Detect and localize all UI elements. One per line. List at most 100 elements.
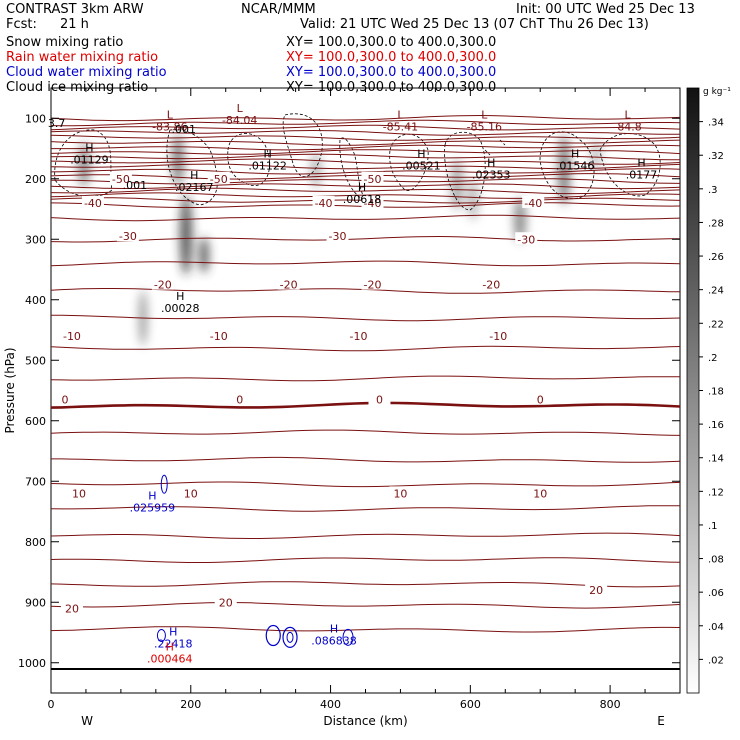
colorbar xyxy=(686,87,700,694)
east-label: E xyxy=(657,714,665,728)
isotherm-label: -40 xyxy=(364,197,382,210)
isotherm-label: 0 xyxy=(537,394,544,407)
isotherm-label: 0 xyxy=(61,394,68,407)
y-tick-label: 600 xyxy=(25,415,46,428)
isotherm-label-bg xyxy=(529,486,552,499)
isotherm-label-bg xyxy=(487,329,510,342)
isotherm-label: -30 xyxy=(517,233,535,246)
y-tick-label: 1000 xyxy=(18,657,46,670)
isotherm-label-bg xyxy=(277,277,300,290)
x-tick-label: 800 xyxy=(600,698,621,711)
y-tick-label: 800 xyxy=(25,536,46,549)
y-tick-label: 400 xyxy=(25,294,46,307)
isotherm-label: 10 xyxy=(72,487,86,500)
extremum-marker: H xyxy=(358,181,366,194)
isotherm-label: 20 xyxy=(219,596,233,609)
isotherm-label-bg xyxy=(522,195,545,208)
isotherm-label-bg xyxy=(529,392,552,405)
isotherm-label-bg xyxy=(326,229,349,242)
cloud-ice-contours xyxy=(54,113,661,211)
field-name: Snow mixing ratio xyxy=(6,35,124,50)
extremum-value: .02353 xyxy=(472,169,511,182)
isotherm-label: 10 xyxy=(533,487,547,500)
isotherm-label-bg xyxy=(368,392,391,405)
extremum-value: -85.16 xyxy=(467,120,502,133)
isotherm-label: -50 xyxy=(210,173,228,186)
y-tick-label: 900 xyxy=(25,596,46,609)
x-tick-label: 200 xyxy=(180,698,201,711)
contour-label: .001 xyxy=(123,179,148,192)
isotherm-label-bg xyxy=(480,277,503,290)
isotherm-label-bg xyxy=(207,329,230,342)
product-title: CONTRAST 3km ARW xyxy=(6,2,144,17)
init-time: Init: 00 UTC Wed 25 Dec 13 xyxy=(516,2,695,17)
colorbar-tick-label: .24 xyxy=(708,286,724,297)
isotherm-label-bg xyxy=(60,601,83,614)
extremum-value: .00028 xyxy=(161,302,200,315)
isotherm-label: -20 xyxy=(482,279,500,292)
extremum-marker: H xyxy=(571,148,579,161)
colorbar-tick-label: .3 xyxy=(708,185,718,196)
extremum-value: .00618 xyxy=(343,193,382,206)
isotherm-label: -50 xyxy=(364,173,382,186)
extremum-value: .22418 xyxy=(154,638,193,651)
extremum-value: .025959 xyxy=(130,501,176,514)
isotherm-label: 20 xyxy=(65,602,79,615)
extremum-marker: L xyxy=(397,108,404,121)
isotherm-label: 10 xyxy=(393,487,407,500)
extremum-value: .01122 xyxy=(248,160,287,173)
field-xy: XY= 100.0,300.0 to 400.0,300.0 xyxy=(286,50,497,65)
isotherm-label: -20 xyxy=(364,279,382,292)
isotherm-label: -30 xyxy=(329,230,347,243)
isotherm-label: -20 xyxy=(154,279,172,292)
colorbar-tick-label: .12 xyxy=(708,487,724,498)
isotherm-label: -20 xyxy=(280,279,298,292)
isotherm-label-bg xyxy=(361,195,384,208)
y-tick-label: 100 xyxy=(25,112,46,125)
extremum-marker: H xyxy=(169,626,177,639)
valid-time: Valid: 21 UTC Wed 25 Dec 13 (07 ChT Thu … xyxy=(300,17,649,32)
isotherm-label: -10 xyxy=(63,330,81,343)
temperature-isotherms xyxy=(50,114,681,633)
isotherm-label-bg xyxy=(60,329,83,342)
colorbar-tick-label: .34 xyxy=(708,118,724,129)
extremum-marker: L xyxy=(237,102,244,115)
extremum-marker: H xyxy=(148,489,156,502)
field-name: Cloud water mixing ratio xyxy=(6,65,167,80)
isotherm-label: 0 xyxy=(236,394,243,407)
colorbar-tick-label: .16 xyxy=(708,420,724,431)
extremum-marker: H xyxy=(264,148,272,161)
y-tick-label: 500 xyxy=(25,354,46,367)
field-xy: XY= 100.0,300.0 to 400.0,300.0 xyxy=(286,35,497,50)
contour-label: 3.7 xyxy=(48,117,66,130)
isotherm-label-bg xyxy=(207,171,230,184)
colorbar-tick-label: .08 xyxy=(708,555,724,566)
colorbar-tick-label: .32 xyxy=(708,151,724,162)
colorbar-tick-label: .04 xyxy=(708,622,724,633)
field-xy: XY= 100.0,300.0 to 400.0,300.0 xyxy=(286,65,497,80)
colorbar-tick-label: .1 xyxy=(708,521,718,532)
center-name: NCAR/MMM xyxy=(241,2,316,17)
colorbar-tick-label: .18 xyxy=(708,387,724,398)
extremum-value: .000464 xyxy=(147,653,193,666)
isotherm-label: -40 xyxy=(315,197,333,210)
extremum-value: -84.04 xyxy=(222,114,257,127)
isotherm-label-bg xyxy=(585,583,608,596)
forecast-hour: 21 h xyxy=(60,17,89,32)
extremum-value: .0177 xyxy=(626,169,658,182)
isotherm-label-bg xyxy=(312,195,335,208)
isotherm-label: 20 xyxy=(589,584,603,597)
extremum-value: .086838 xyxy=(311,635,357,648)
isotherm-label-bg xyxy=(109,171,132,184)
extremum-marker: H xyxy=(487,157,495,170)
y-tick-label: 300 xyxy=(25,233,46,246)
extremum-marker: H xyxy=(85,142,93,155)
extremum-marker: H xyxy=(190,169,198,182)
isotherm-label-bg xyxy=(179,486,202,499)
colorbar-tick-label: .26 xyxy=(708,252,724,263)
contour-label: .001 xyxy=(172,123,197,136)
y-tick-label: 700 xyxy=(25,475,46,488)
extremum-marker: L xyxy=(481,108,488,121)
y-tick-label: 200 xyxy=(25,173,46,186)
